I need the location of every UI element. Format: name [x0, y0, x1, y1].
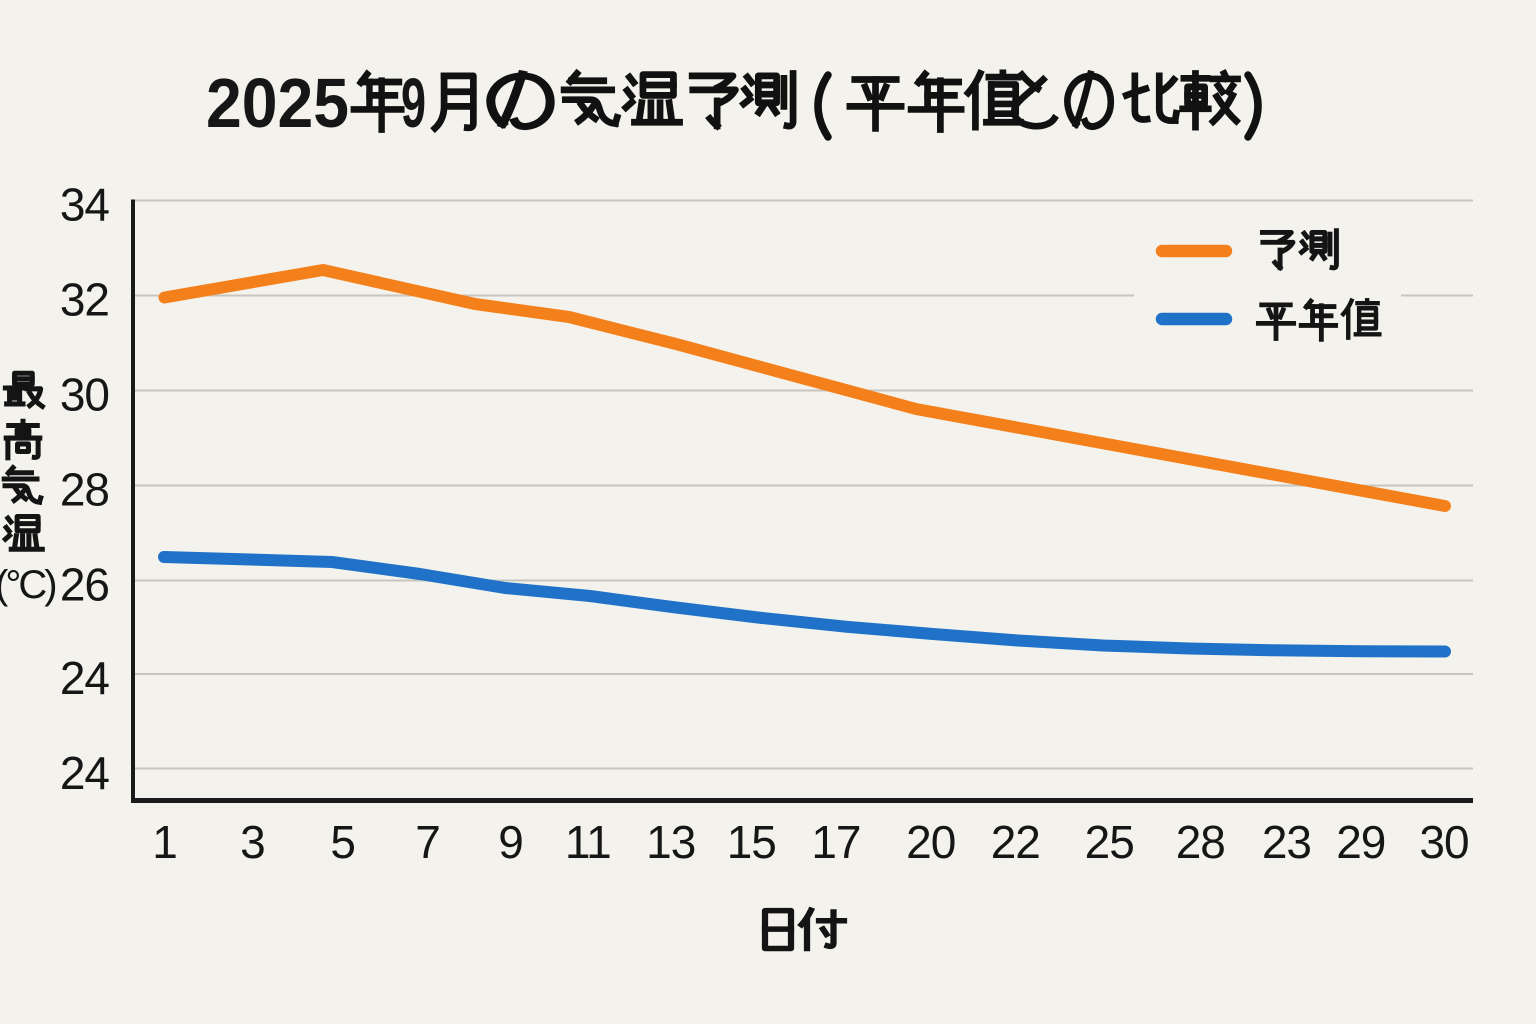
svg-text:30: 30: [1419, 816, 1468, 868]
svg-text:9: 9: [498, 816, 523, 868]
svg-text:26: 26: [60, 559, 109, 611]
svg-text:34: 34: [60, 179, 110, 231]
svg-text:20: 20: [906, 816, 955, 868]
svg-text:9: 9: [401, 64, 426, 142]
svg-text:28: 28: [60, 464, 109, 516]
svg-text:3: 3: [240, 816, 265, 868]
svg-text:5: 5: [330, 816, 355, 868]
svg-text:7: 7: [415, 816, 440, 868]
svg-text:17: 17: [811, 816, 860, 868]
svg-text:11: 11: [565, 816, 611, 868]
svg-text:22: 22: [991, 816, 1040, 868]
svg-text:(°C): (°C): [0, 563, 55, 607]
svg-text:30: 30: [60, 369, 109, 421]
svg-text:2025: 2025: [206, 64, 349, 142]
svg-text:13: 13: [646, 816, 695, 868]
svg-text:15: 15: [727, 816, 776, 868]
svg-text:1: 1: [152, 816, 177, 868]
svg-text:29: 29: [1336, 816, 1385, 868]
svg-text:25: 25: [1085, 816, 1134, 868]
svg-text:24: 24: [60, 747, 110, 799]
svg-text:23: 23: [1262, 816, 1311, 868]
svg-text:28: 28: [1176, 816, 1225, 868]
svg-text:32: 32: [60, 274, 109, 326]
svg-text:24: 24: [60, 652, 110, 704]
